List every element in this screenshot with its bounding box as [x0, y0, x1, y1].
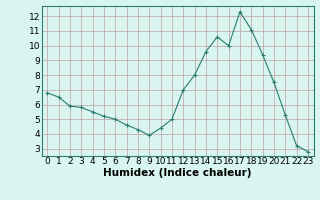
X-axis label: Humidex (Indice chaleur): Humidex (Indice chaleur) [103, 168, 252, 178]
